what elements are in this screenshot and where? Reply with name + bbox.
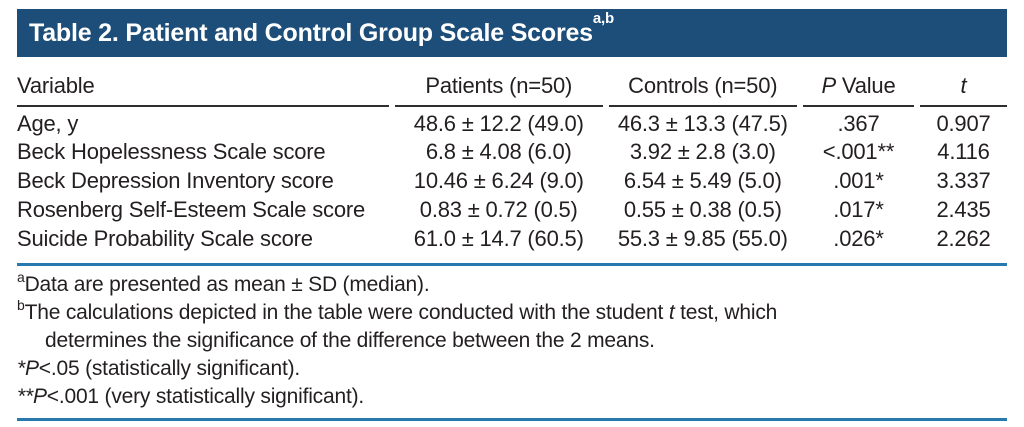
- cell-variable: Beck Depression Inventory score: [17, 167, 334, 193]
- column-header-patients: Patients (n=50): [394, 67, 603, 107]
- table-row: Rosenberg Self-Esteem Scale score 0.83 ± …: [17, 195, 1007, 224]
- column-header-variable: Variable: [17, 67, 389, 107]
- cell-t: 0.907: [936, 111, 991, 136]
- table-title: Table 2. Patient and Control Group Scale…: [29, 19, 593, 47]
- cell-t: 4.116: [937, 138, 990, 164]
- table-body: Age, y 48.6 ± 12.2 (49.0) 46.3 ± 13.3 (47.…: [17, 107, 1007, 253]
- cell-p: .367: [837, 111, 880, 136]
- footnote: aData are presented as mean ± SD (median…: [17, 269, 1007, 299]
- footnote-text: The calculations depicted in the table w…: [24, 301, 669, 324]
- footnote-text: P: [32, 385, 47, 408]
- cell-t: 2.262: [936, 225, 991, 251]
- cell-controls: 0.55 ± 0.38 (0.5): [623, 196, 782, 222]
- footnote-text: determines the significance of the diffe…: [45, 329, 655, 352]
- table-row: Beck Hopelessness Scale score 6.8 ± 4.08 …: [17, 137, 1007, 166]
- cell-patients: 10.46 ± 6.24 (9.0): [413, 167, 584, 193]
- cell-p: .017*: [833, 196, 884, 222]
- divider-rule-top: [17, 263, 1007, 266]
- footnote-text: Data are presented as mean ± SD (median)…: [24, 273, 430, 296]
- cell-controls: 6.54 ± 5.49 (5.0): [623, 167, 782, 193]
- footnote-text: t: [668, 301, 675, 324]
- cell-patients: 61.0 ± 14.7 (60.5): [413, 225, 584, 251]
- column-header-controls: Controls (n=50): [608, 67, 797, 107]
- footnote-marker: **: [17, 385, 33, 408]
- footnote-text: <.001 (very statistically significant).: [46, 385, 365, 408]
- cell-patients: 0.83 ± 0.72 (0.5): [419, 196, 578, 222]
- table-title-superscript: a,b: [592, 9, 614, 27]
- column-header-t: t: [920, 67, 1007, 107]
- cell-patients: 48.6 ± 12.2 (49.0): [413, 111, 584, 136]
- cell-variable: Rosenberg Self-Esteem Scale score: [17, 196, 366, 222]
- cell-variable: Suicide Probability Scale score: [17, 225, 313, 251]
- footnote: bThe calculations depicted in the table …: [17, 297, 1007, 355]
- footnote: **P<.001 (very statistically significant…: [17, 383, 1007, 411]
- footnotes: aData are presented as mean ± SD (median…: [17, 269, 1007, 411]
- header-row: Variable Patients (n=50) Controls (n=50)…: [17, 67, 1007, 107]
- p-italic: P: [821, 73, 836, 98]
- p-rest: Value: [835, 73, 896, 98]
- footnote: *P<.05 (statistically significant).: [17, 355, 1007, 383]
- footnote-marker: *: [17, 357, 25, 380]
- footnote-marker: a: [17, 269, 25, 285]
- t-italic: t: [960, 73, 967, 98]
- table-title-bar: Table 2. Patient and Control Group Scale…: [17, 9, 1007, 57]
- column-header-p-value: P Value: [802, 67, 915, 107]
- cell-p: <.001**: [822, 138, 895, 164]
- footnote-marker: b: [17, 297, 25, 313]
- cell-p: .026*: [833, 225, 884, 251]
- divider-rule-bottom: [17, 418, 1007, 421]
- table-row: Suicide Probability Scale score 61.0 ± 14…: [17, 224, 1007, 253]
- cell-controls: 3.92 ± 2.8 (3.0): [629, 138, 776, 164]
- cell-variable: Age, y: [17, 111, 79, 136]
- cell-t: 3.337: [936, 167, 991, 193]
- cell-controls: 46.3 ± 13.3 (47.5): [617, 111, 788, 136]
- cell-patients: 6.8 ± 4.08 (6.0): [425, 138, 572, 164]
- table-header: Variable Patients (n=50) Controls (n=50)…: [17, 67, 1007, 107]
- footnote-text: P: [24, 357, 39, 380]
- cell-controls: 55.3 ± 9.85 (55.0): [617, 225, 788, 251]
- cell-p: .001*: [833, 167, 884, 193]
- cell-variable: Beck Hopelessness Scale score: [17, 138, 326, 164]
- footnote-text: test, which: [674, 301, 778, 324]
- table-row: Age, y 48.6 ± 12.2 (49.0) 46.3 ± 13.3 (47.…: [17, 107, 1007, 137]
- table-row: Beck Depression Inventory score 10.46 ± 6…: [17, 166, 1007, 195]
- scores-table: Variable Patients (n=50) Controls (n=50)…: [11, 67, 1013, 253]
- footnote-text: <.05 (statistically significant).: [38, 357, 301, 380]
- cell-t: 2.435: [936, 196, 991, 222]
